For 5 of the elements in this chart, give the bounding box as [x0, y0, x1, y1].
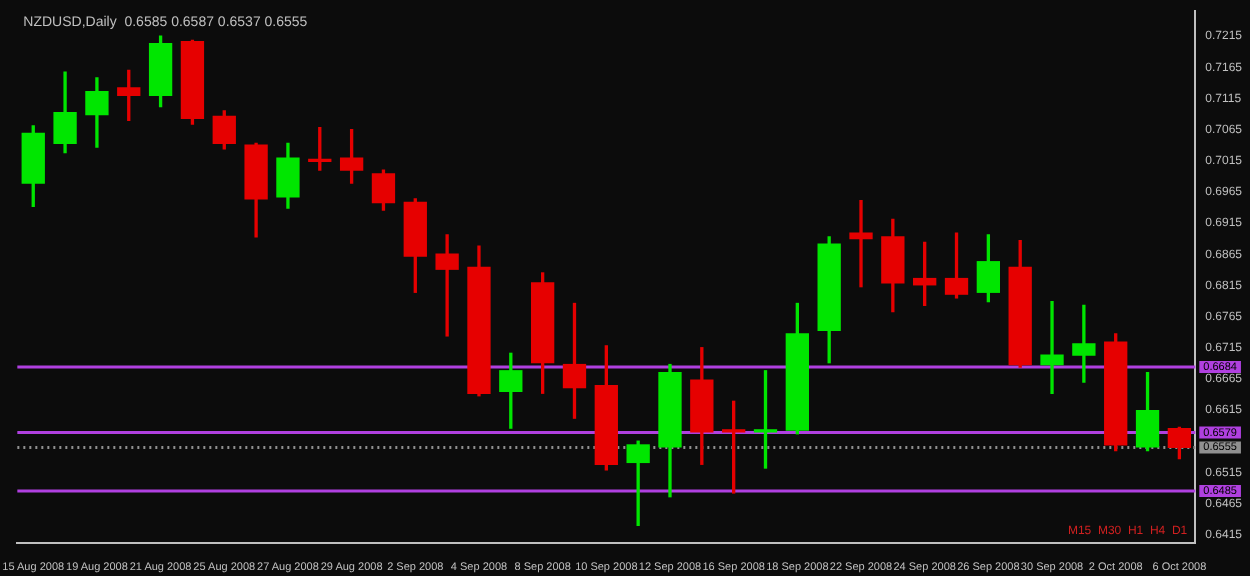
candlestick: [626, 440, 650, 527]
candlestick: [435, 234, 459, 337]
candlestick: [849, 200, 873, 288]
candlestick: [1072, 304, 1096, 383]
candlestick: [1040, 300, 1064, 394]
